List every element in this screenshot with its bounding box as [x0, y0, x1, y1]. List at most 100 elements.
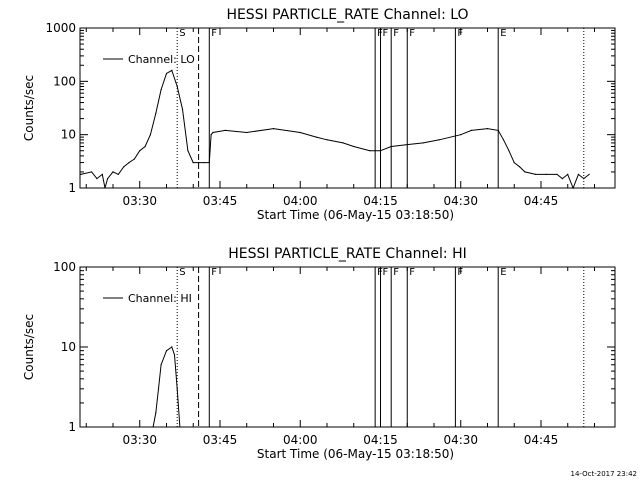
- panel1-data-point: [208, 162, 210, 164]
- panel1-data-point: [192, 162, 194, 164]
- panel2-data-point: [152, 426, 154, 428]
- panel1-legend-label: Channel: LO: [128, 53, 195, 66]
- panel1-data-point: [299, 131, 301, 134]
- panel1-data-point: [497, 129, 499, 131]
- panel1-data-point: [519, 166, 521, 168]
- panel2-ytick-label: 1: [68, 420, 76, 434]
- panel1-ytick-label: 100: [53, 74, 76, 88]
- panel1-data-point: [524, 171, 526, 173]
- panel1-data-point: [171, 69, 173, 71]
- panel2-title: HESSI PARTICLE_RATE Channel: HI: [228, 246, 466, 262]
- panel1-marker-label: F: [457, 28, 463, 39]
- panel2-data-point: [160, 364, 162, 366]
- panel2-marker-label: F: [382, 267, 388, 278]
- panel1-data-point: [390, 145, 392, 148]
- panel2-marker-label: F: [409, 267, 415, 278]
- panel1-y-axis-label: Counts/sec: [22, 75, 36, 141]
- panel1-chart: [79, 27, 616, 190]
- panel2-data-point: [173, 354, 176, 356]
- panel1-data-point: [133, 158, 135, 160]
- panel1-data-point: [379, 150, 382, 152]
- panel1-plot-frame: [79, 27, 616, 189]
- panel2-xtick-label: 04:30: [443, 433, 478, 447]
- panel1-data-point: [149, 134, 151, 136]
- panel2-xtick-label: 04:15: [363, 433, 398, 447]
- panel1-data-point: [224, 129, 226, 131]
- panel1-data-point: [535, 173, 537, 175]
- panel1-xtick-label: 03:30: [122, 194, 157, 208]
- panel2-xtick-label: 03:30: [122, 433, 157, 447]
- panel2-data-point: [165, 350, 168, 352]
- panel1-xtick-label: 04:00: [283, 194, 318, 208]
- panel1-data-point: [107, 178, 109, 180]
- panel2-data-point: [179, 426, 181, 428]
- panel2-data-point: [157, 388, 160, 390]
- panel2-legend-label: Channel: HI: [128, 292, 192, 305]
- panel1-data-point: [91, 171, 93, 173]
- panel1-xtick-label: 03:45: [203, 194, 238, 208]
- panel1-data-point: [577, 173, 580, 175]
- panel1-marker-label: F: [382, 28, 388, 39]
- panel2-marker-label: E: [500, 267, 506, 278]
- panel1-ytick-label: 10: [61, 128, 76, 142]
- panel1-data-point: [210, 134, 212, 136]
- panel1-marker-label: S: [179, 28, 185, 39]
- panel2-xtick-label: 03:45: [203, 433, 238, 447]
- panel1-data-point: [187, 150, 189, 152]
- panel2-marker-label: F: [393, 267, 399, 278]
- panel1-data-point: [342, 142, 344, 144]
- panel1-data-point: [101, 173, 103, 175]
- panel2-xtick-label: 04:45: [524, 433, 559, 447]
- panel1-xtick-label: 04:30: [443, 194, 478, 208]
- panel1-data-point: [212, 131, 214, 134]
- panel1-data-point: [486, 128, 489, 130]
- panel2-data-point: [171, 346, 173, 348]
- panel1-data-point: [176, 85, 178, 88]
- panel1-data-point: [80, 173, 82, 175]
- panel1-data-point: [96, 178, 98, 180]
- panel1-data-point: [246, 131, 248, 134]
- panel1-data-point: [104, 187, 106, 189]
- panel1-data-point: [112, 171, 114, 173]
- panel1-data-point: [438, 139, 440, 141]
- panel1-data-point: [144, 145, 146, 148]
- panel1-data-point: [508, 150, 510, 152]
- panel2-data-point: [176, 388, 178, 390]
- panel2-chart: [79, 266, 616, 428]
- panel2-marker-label: F: [211, 267, 217, 278]
- panel1-data-point: [583, 178, 585, 180]
- panel2-ytick-label: 10: [61, 340, 76, 354]
- panel1-data-point: [572, 187, 574, 189]
- panel1-data-point: [556, 173, 558, 175]
- panel1-data-point: [545, 173, 547, 175]
- footer-timestamp: 14-Oct-2017 23:42: [571, 470, 637, 478]
- panel1-data-point: [406, 144, 408, 146]
- panel2-ytick-label: 100: [53, 260, 76, 274]
- panel2-marker-label: F: [457, 267, 463, 278]
- panel1-marker-label: F: [377, 28, 383, 39]
- panel1-data-point: [369, 150, 371, 152]
- panel1-data-point: [353, 145, 355, 148]
- panel1-x-axis-label: Start Time (06-May-15 03:18:50): [257, 208, 454, 222]
- panel2-marker-label: S: [179, 267, 185, 278]
- panel1-marker-label: E: [500, 28, 506, 39]
- panel2-x-axis-label: Start Time (06-May-15 03:18:50): [257, 447, 454, 461]
- panel1-data-point: [272, 128, 275, 130]
- panel1-data-point: [117, 173, 119, 175]
- panel1-data-point: [588, 173, 590, 175]
- panel1-data-point: [155, 112, 157, 114]
- panel1-data-point: [165, 72, 168, 75]
- panel1-data-point: [139, 150, 141, 152]
- panel1-data-point: [128, 162, 130, 164]
- panel1-data-point: [160, 89, 162, 91]
- panel1-data-point: [181, 108, 184, 110]
- panel1-data-point: [470, 129, 472, 131]
- panel1-data-point: [567, 173, 569, 175]
- panel1-ytick-label: 1: [68, 181, 76, 195]
- panel1-data-point: [422, 142, 424, 144]
- panel1-data-point: [123, 166, 125, 168]
- panel1-data-point: [326, 139, 328, 141]
- panel1-title: HESSI PARTICLE_RATE Channel: LO: [226, 7, 468, 23]
- panel1-xtick-label: 04:15: [363, 194, 398, 208]
